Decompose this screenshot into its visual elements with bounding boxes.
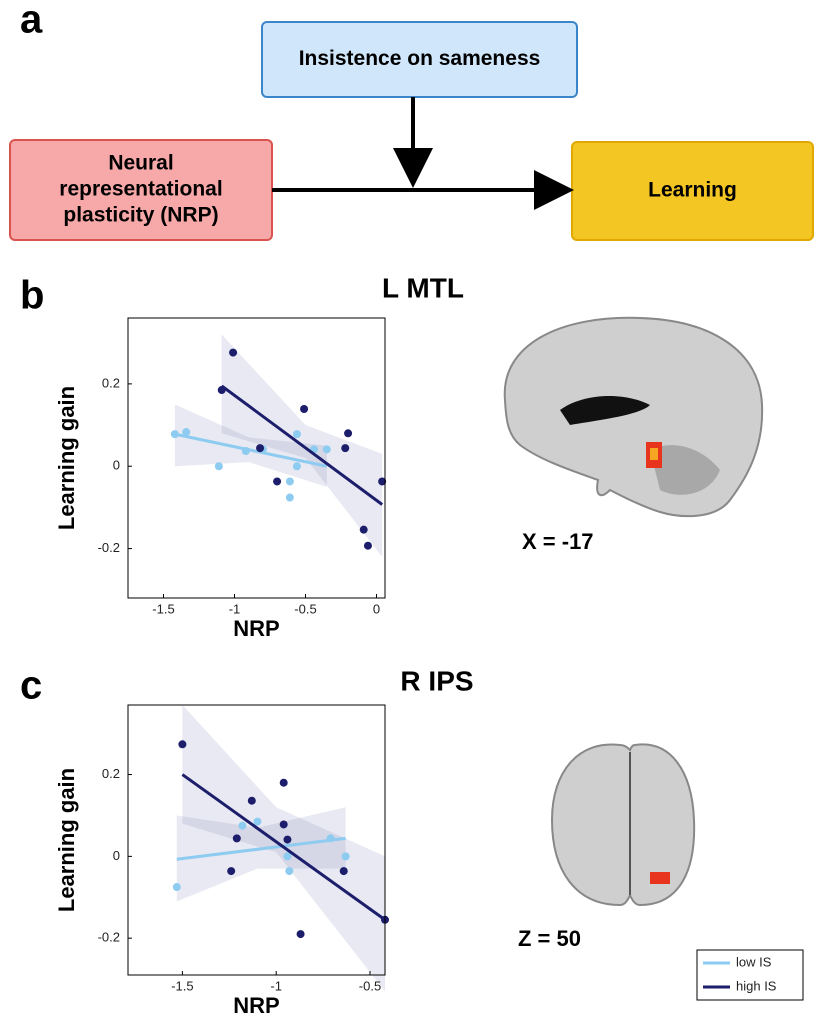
data-point <box>300 405 308 413</box>
y-tick-label: -0.2 <box>98 540 120 555</box>
data-point <box>286 477 294 485</box>
data-point <box>182 428 190 436</box>
data-point <box>227 867 235 875</box>
data-point <box>233 834 241 842</box>
panel-label: a <box>20 0 43 42</box>
data-point <box>283 836 291 844</box>
data-point <box>215 462 223 470</box>
y-tick-label: 0 <box>113 458 120 473</box>
node-label: plasticity (NRP) <box>63 204 218 227</box>
data-point <box>285 867 293 875</box>
x-tick-label: -1.5 <box>171 978 193 993</box>
data-point <box>253 818 261 826</box>
x-axis-label: NRP <box>233 616 279 641</box>
data-point <box>293 462 301 470</box>
data-point <box>341 444 349 452</box>
x-tick-label: 0 <box>373 601 380 616</box>
data-point <box>238 822 246 830</box>
data-point <box>340 867 348 875</box>
panel-label: b <box>20 274 44 318</box>
data-point <box>273 477 281 485</box>
data-point <box>323 445 331 453</box>
y-tick-label: -0.2 <box>98 930 120 945</box>
data-point <box>327 834 335 842</box>
brain-axial <box>552 744 694 905</box>
data-point <box>286 494 294 502</box>
y-axis-label: Learning gain <box>54 768 79 912</box>
data-point <box>297 930 305 938</box>
x-tick-label: -1 <box>270 978 282 993</box>
data-point <box>364 542 372 550</box>
y-tick-label: 0 <box>113 848 120 863</box>
y-axis-label: Learning gain <box>54 386 79 530</box>
x-axis-label: NRP <box>233 993 279 1018</box>
node-label: Insistence on sameness <box>299 47 541 70</box>
data-point <box>248 797 256 805</box>
legend-label: low IS <box>736 954 772 969</box>
brain-sagittal <box>505 318 762 516</box>
chart-title: L MTL <box>382 272 464 303</box>
node-label: Learning <box>648 179 737 202</box>
node-label: representational <box>59 178 222 201</box>
data-point <box>280 779 288 787</box>
data-point <box>171 430 179 438</box>
x-tick-label: -0.5 <box>294 601 316 616</box>
slice-label: Z = 50 <box>518 926 581 951</box>
data-point <box>280 820 288 828</box>
x-tick-label: -1.5 <box>152 601 174 616</box>
panel-label: c <box>20 664 42 708</box>
figure: a b c X = -17 Z = 50 Insistence on samen… <box>0 0 816 1033</box>
chart-title: R IPS <box>400 665 473 696</box>
data-point <box>229 349 237 357</box>
node-label: Neural <box>108 152 173 175</box>
y-tick-label: 0.2 <box>102 766 120 781</box>
data-point <box>344 429 352 437</box>
data-point <box>360 526 368 534</box>
x-tick-label: -1 <box>229 601 241 616</box>
data-point <box>342 852 350 860</box>
x-tick-label: -0.5 <box>359 978 381 993</box>
y-tick-label: 0.2 <box>102 375 120 390</box>
slice-label: X = -17 <box>522 529 594 554</box>
data-point <box>293 430 301 438</box>
data-point <box>178 740 186 748</box>
data-point <box>173 883 181 891</box>
legend-label: high IS <box>736 978 777 993</box>
data-point <box>242 447 250 455</box>
data-point <box>256 444 264 452</box>
data-point <box>218 386 226 394</box>
